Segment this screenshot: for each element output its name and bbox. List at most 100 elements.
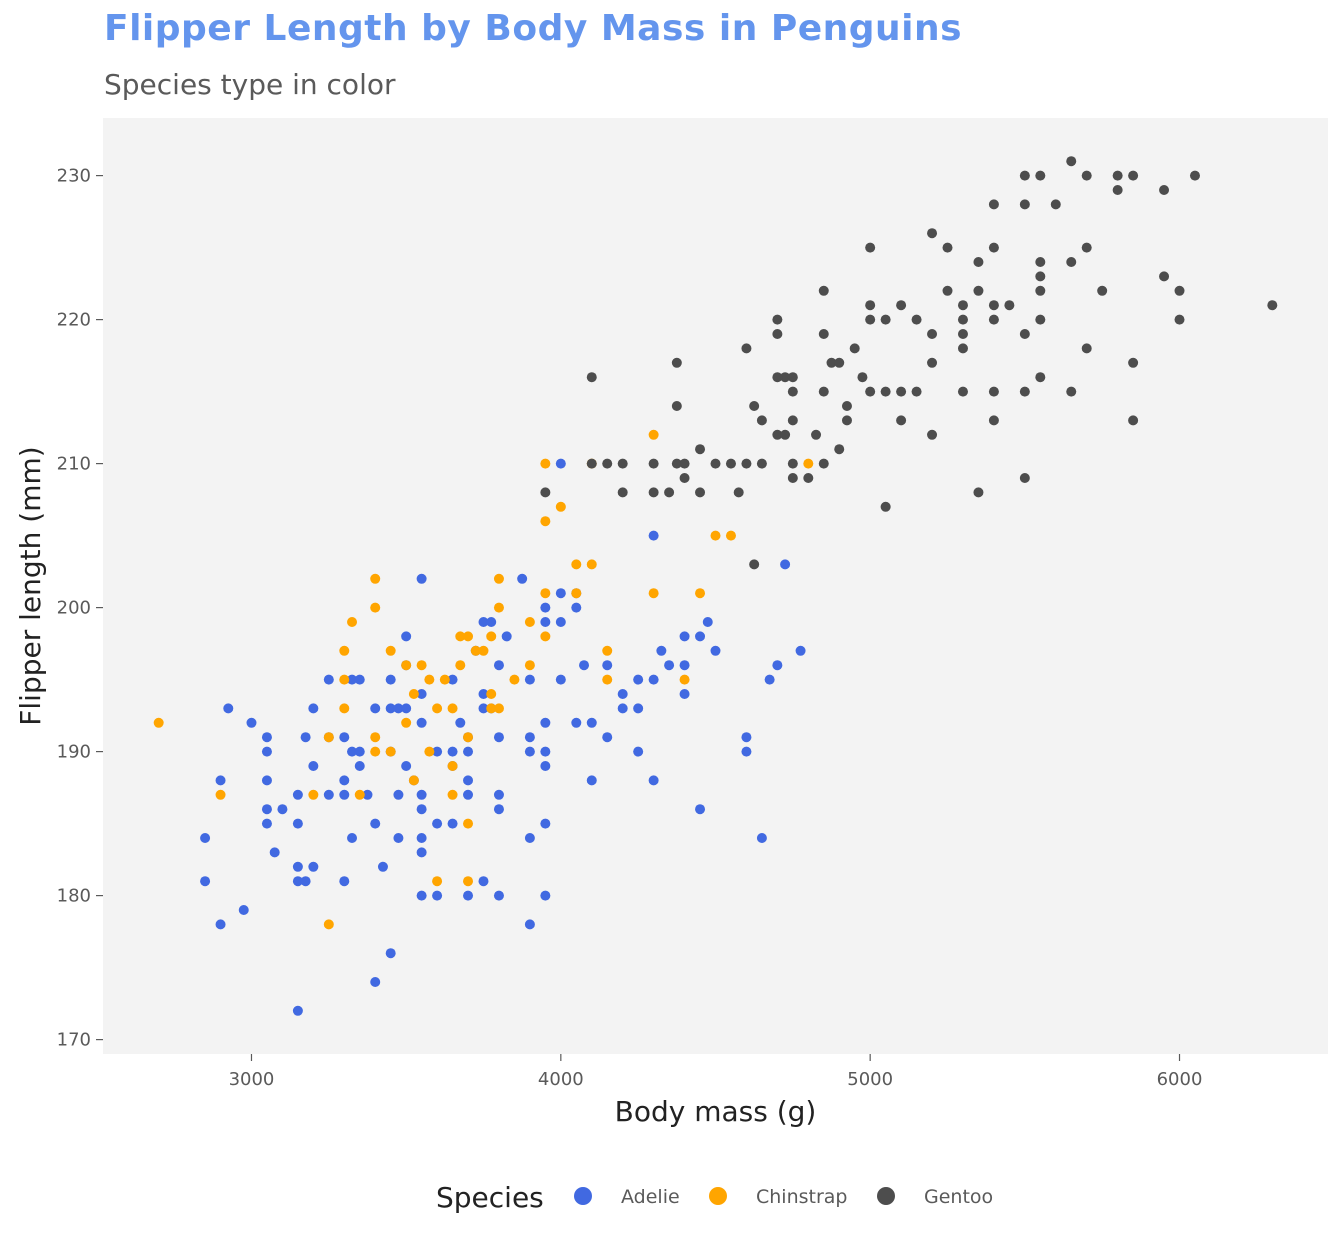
data-point-adelie [323, 674, 334, 685]
x-axis: 3000 4000 5000 6000 [229, 1054, 1203, 1090]
data-point-gentoo [973, 487, 984, 498]
data-point-adelie [308, 703, 319, 714]
data-point-gentoo [988, 300, 999, 311]
data-point-adelie [416, 689, 427, 699]
data-point-adelie [393, 833, 404, 843]
data-point-gentoo [1081, 343, 1092, 354]
data-point-gentoo [1189, 170, 1200, 181]
data-point-adelie [354, 746, 365, 757]
data-point-gentoo [957, 343, 968, 354]
data-point-gentoo [988, 415, 999, 426]
data-point-chinstrap [540, 516, 551, 527]
data-point-adelie [493, 804, 504, 815]
data-point-adelie [416, 573, 427, 584]
data-point-adelie [524, 919, 535, 930]
data-point-gentoo [927, 429, 938, 440]
data-point-adelie [354, 761, 365, 771]
data-point-chinstrap [424, 746, 435, 757]
data-point-chinstrap [432, 876, 443, 887]
data-point-gentoo [1159, 185, 1170, 195]
data-point-adelie [339, 876, 350, 887]
data-point-adelie [586, 775, 597, 786]
legend-label-adelie: Adelie [621, 1186, 680, 1208]
data-point-adelie [486, 617, 497, 627]
data-point-gentoo [780, 429, 791, 440]
data-point-gentoo [942, 242, 953, 253]
data-point-gentoo [602, 458, 613, 469]
data-point-chinstrap [370, 746, 381, 757]
data-point-gentoo [927, 228, 938, 239]
y-tick-label: 190 [57, 742, 91, 763]
data-point-gentoo [671, 458, 682, 469]
data-point-adelie [540, 761, 551, 771]
data-point-chinstrap [416, 660, 427, 671]
data-point-gentoo [988, 199, 999, 210]
legend-key-gentoo [877, 1187, 895, 1205]
data-point-gentoo [811, 429, 822, 440]
data-point-gentoo [865, 242, 876, 253]
data-point-chinstrap [370, 573, 381, 584]
data-point-adelie [695, 804, 706, 815]
data-point-gentoo [772, 372, 783, 383]
data-point-gentoo [1128, 415, 1139, 426]
data-point-adelie [524, 746, 535, 757]
data-point-adelie [447, 674, 458, 685]
data-point-adelie [300, 876, 311, 887]
data-point-chinstrap [432, 703, 443, 714]
data-point-gentoo [586, 372, 597, 383]
data-point-gentoo [772, 314, 783, 325]
data-point-chinstrap [323, 919, 334, 930]
legend: Species Adelie Chinstrap Gentoo [436, 1181, 993, 1214]
data-point-chinstrap [478, 645, 489, 656]
data-point-adelie [493, 890, 504, 901]
data-point-adelie [393, 703, 404, 714]
data-point-gentoo [880, 386, 891, 397]
x-tick-label: 6000 [1157, 1069, 1203, 1090]
data-point-adelie [478, 703, 489, 714]
data-point-adelie [493, 732, 504, 743]
data-point-adelie [200, 876, 211, 887]
data-point-gentoo [617, 487, 628, 498]
data-point-gentoo [749, 401, 760, 411]
data-point-gentoo [648, 458, 659, 469]
data-point-chinstrap [339, 645, 350, 656]
data-point-adelie [261, 818, 272, 829]
data-point-adelie [617, 703, 628, 714]
data-point-adelie [764, 674, 775, 685]
data-point-adelie [416, 789, 427, 800]
data-point-adelie [215, 919, 226, 930]
data-point-adelie [478, 876, 489, 887]
data-point-adelie [416, 847, 427, 858]
x-tick-label: 4000 [538, 1069, 584, 1090]
data-point-gentoo [1050, 199, 1061, 210]
data-point-adelie [741, 732, 752, 743]
legend-title: Species [436, 1181, 544, 1214]
x-axis-title: Body mass (g) [615, 1095, 817, 1128]
data-point-chinstrap [347, 617, 358, 627]
data-point-gentoo [1035, 170, 1046, 181]
data-point-gentoo [664, 487, 675, 498]
data-point-adelie [710, 645, 721, 656]
data-point-adelie [370, 703, 381, 714]
data-point-adelie [385, 703, 396, 714]
data-point-chinstrap [540, 458, 551, 469]
data-point-adelie [555, 674, 566, 685]
data-point-adelie [261, 732, 272, 743]
data-point-gentoo [780, 372, 791, 383]
data-point-gentoo [927, 329, 938, 339]
data-point-adelie [416, 890, 427, 901]
data-point-adelie [261, 775, 272, 786]
data-point-gentoo [1112, 170, 1123, 181]
data-point-adelie [432, 890, 443, 901]
data-point-chinstrap [602, 645, 613, 656]
data-point-adelie [347, 674, 358, 685]
data-point-gentoo [818, 458, 829, 469]
data-point-gentoo [988, 314, 999, 325]
data-point-gentoo [973, 257, 984, 267]
data-point-adelie [455, 717, 466, 728]
data-point-gentoo [772, 429, 783, 440]
y-tick-label: 200 [57, 598, 91, 619]
data-point-adelie [432, 818, 443, 829]
data-point-gentoo [896, 300, 907, 311]
data-point-adelie [540, 617, 551, 627]
